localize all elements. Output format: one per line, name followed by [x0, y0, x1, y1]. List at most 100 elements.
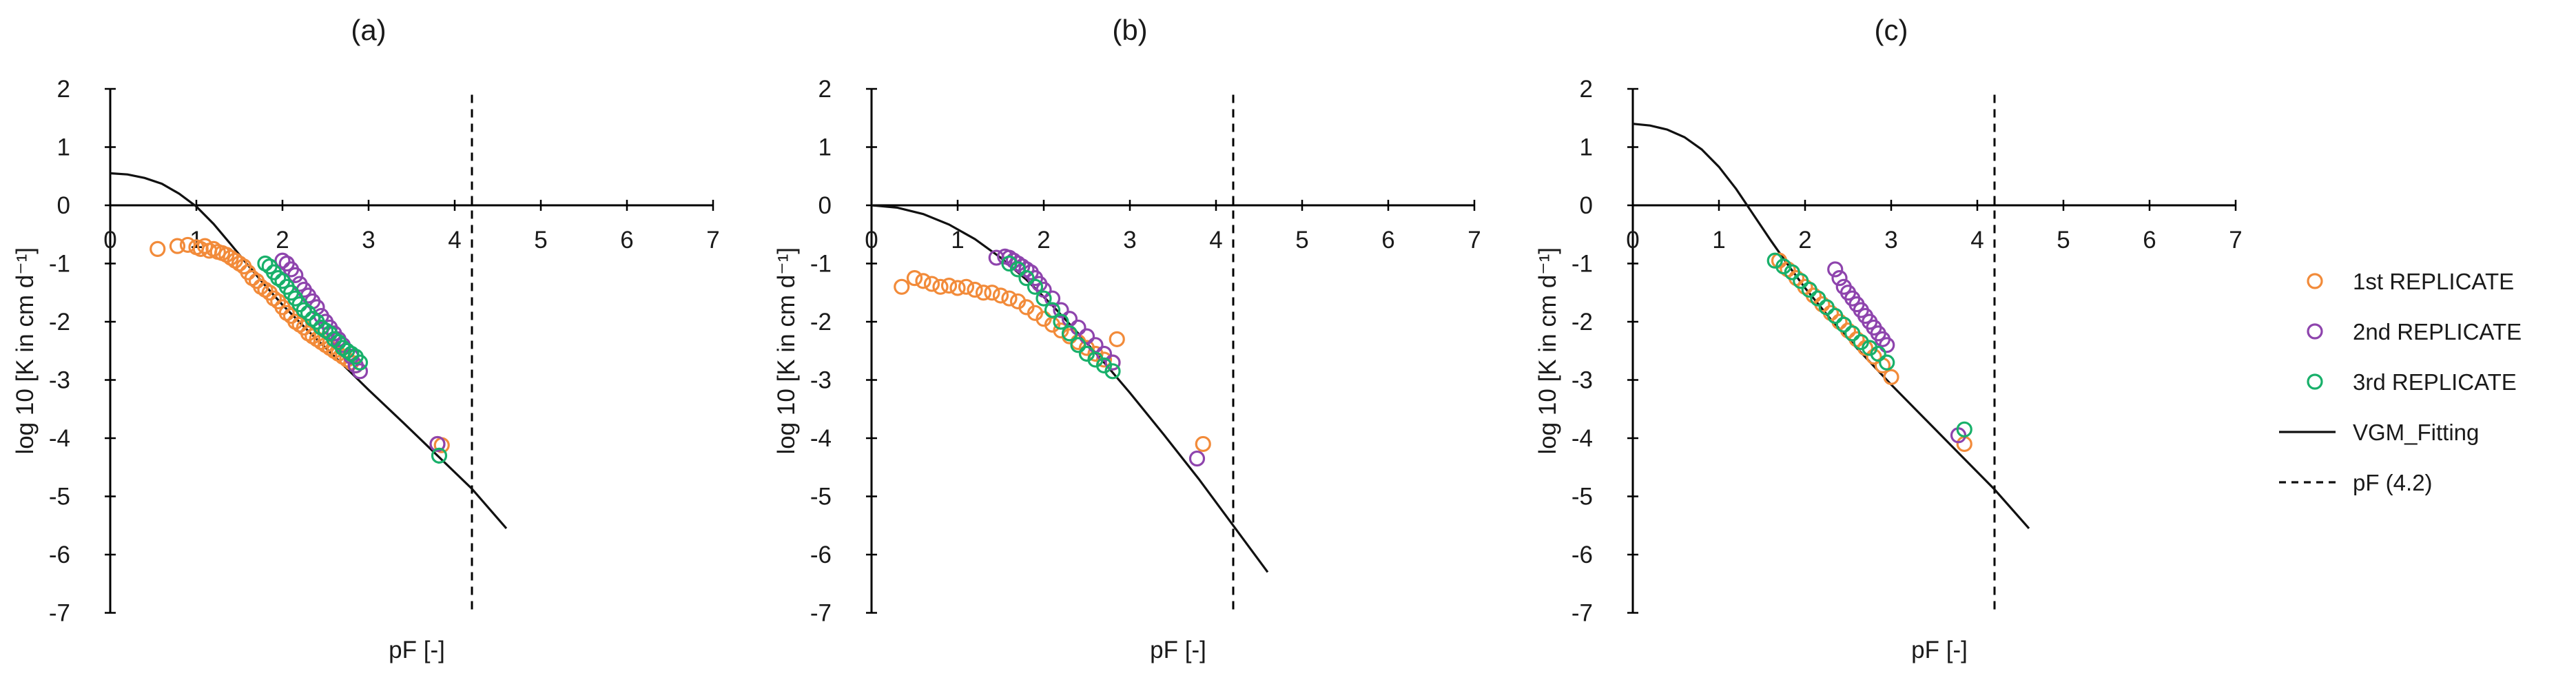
data-point: [431, 447, 448, 464]
legend-item: 2nd REPLICATE: [2307, 319, 2522, 344]
y-tick-label: -4: [1572, 425, 1593, 452]
y-tick-label: -5: [810, 484, 832, 511]
x-tick-label: 2: [276, 227, 289, 254]
y-tick-label: -7: [1572, 600, 1593, 627]
data-point: [1844, 325, 1861, 342]
legend-marker: [2307, 273, 2323, 289]
x-axis-title: pF [-]: [1150, 637, 1206, 663]
x-tick-label: 7: [2229, 227, 2242, 254]
y-tick-label: -6: [810, 542, 832, 568]
y-tick-label: -3: [1572, 367, 1593, 394]
data-point: [1095, 351, 1113, 368]
data-point: [1879, 354, 1895, 371]
data-point: [1195, 435, 1211, 453]
y-tick-label: -1: [1572, 251, 1593, 278]
data-point: [923, 276, 940, 292]
x-tick-label: 0: [103, 227, 116, 254]
data-point: [1793, 273, 1809, 289]
y-axis-title: log 10 [K in cm d⁻¹]: [773, 247, 800, 455]
series-2: [1827, 261, 1967, 444]
chart-panel-b: (b) 0 1 2 3 4 5 6 7 2 1 0 -1 -2 -3 -4 -5 -6 -7 pF [-] log 10…: [773, 14, 1481, 663]
y-tick-label: -6: [49, 542, 70, 568]
data-point: [1784, 264, 1800, 280]
data-point: [1087, 337, 1104, 353]
data-point: [949, 280, 966, 296]
x-tick-label: 3: [1884, 227, 1897, 254]
panel-title: (b): [1112, 14, 1147, 46]
x-tick-label: 2: [1798, 227, 1811, 254]
x-tick-label: 3: [1123, 227, 1136, 254]
data-point: [1044, 290, 1061, 307]
legend-item: 3rd REPLICATE: [2307, 369, 2517, 395]
data-point: [1044, 302, 1061, 318]
data-point: [1035, 281, 1052, 298]
data-point: [1827, 307, 1844, 324]
y-tick-label: -4: [810, 425, 832, 452]
data-point: [915, 273, 931, 289]
data-point: [1818, 299, 1835, 316]
legend: 1st REPLICATE 2nd REPLICATE 3rd REPLICATE V…: [2279, 269, 2522, 495]
data-point: [940, 278, 958, 294]
data-point: [1827, 261, 1844, 278]
y-tick-label: 2: [818, 76, 832, 103]
y-axis-title: log 10 [K in cm d⁻¹]: [1534, 247, 1561, 455]
y-tick-label: -1: [49, 251, 70, 278]
x-tick-label: 4: [1970, 227, 1983, 254]
x-tick-label: 2: [1037, 227, 1050, 254]
x-tick-label: 7: [1467, 227, 1481, 254]
legend-label: pF (4.2): [2353, 470, 2433, 495]
data-point: [1104, 354, 1121, 371]
legend-item: pF (4.2): [2279, 470, 2433, 495]
data-point: [1035, 290, 1052, 307]
y-tick-label: 1: [57, 134, 70, 161]
y-tick-label: -7: [810, 600, 832, 627]
x-tick-label: 1: [1712, 227, 1725, 254]
data-point: [1027, 278, 1044, 295]
series-1: [894, 270, 1211, 453]
series-2: [988, 248, 1206, 467]
data-point: [1870, 345, 1886, 362]
x-tick-label: 6: [1381, 227, 1394, 254]
data-point: [287, 267, 304, 283]
data-point: [1053, 313, 1069, 330]
data-point: [1104, 363, 1121, 380]
x-tick-label: 1: [951, 227, 964, 254]
data-point: [958, 278, 975, 295]
data-point: [967, 281, 983, 298]
data-point: [150, 240, 166, 257]
data-point: [906, 270, 923, 287]
x-tick-label: 4: [448, 227, 461, 254]
y-tick-label: 1: [818, 134, 832, 161]
x-tick-label: 6: [2143, 227, 2156, 254]
legend-item: VGM_Fitting: [2279, 420, 2479, 445]
y-tick-label: -1: [810, 251, 832, 278]
legend-label: VGM_Fitting: [2353, 420, 2479, 445]
x-tick-label: 5: [2057, 227, 2070, 254]
vgm-fit-curve: [1632, 123, 2030, 530]
y-tick-label: -7: [49, 600, 70, 627]
x-tick-label: 0: [1626, 227, 1639, 254]
y-tick-label: -5: [1572, 484, 1593, 511]
x-tick-label: 3: [362, 227, 375, 254]
y-tick-label: -4: [49, 425, 70, 452]
data-point: [1078, 328, 1095, 344]
data-point: [351, 354, 369, 371]
y-tick-label: -2: [810, 309, 832, 336]
data-point: [1053, 302, 1069, 318]
y-tick-label: 1: [1580, 134, 1593, 161]
legend-label: 2nd REPLICATE: [2353, 319, 2522, 344]
data-point: [1879, 337, 1895, 353]
y-tick-label: -3: [49, 367, 70, 394]
y-tick-label: -5: [49, 484, 70, 511]
vgm-fit-curve: [110, 172, 508, 530]
data-point: [932, 278, 949, 295]
x-axis-title: pF [-]: [1911, 637, 1968, 663]
data-point: [169, 238, 186, 254]
data-point: [1835, 316, 1852, 333]
y-tick-label: -2: [1572, 309, 1593, 336]
data-point: [1018, 270, 1035, 287]
y-tick-label: -3: [810, 367, 832, 394]
